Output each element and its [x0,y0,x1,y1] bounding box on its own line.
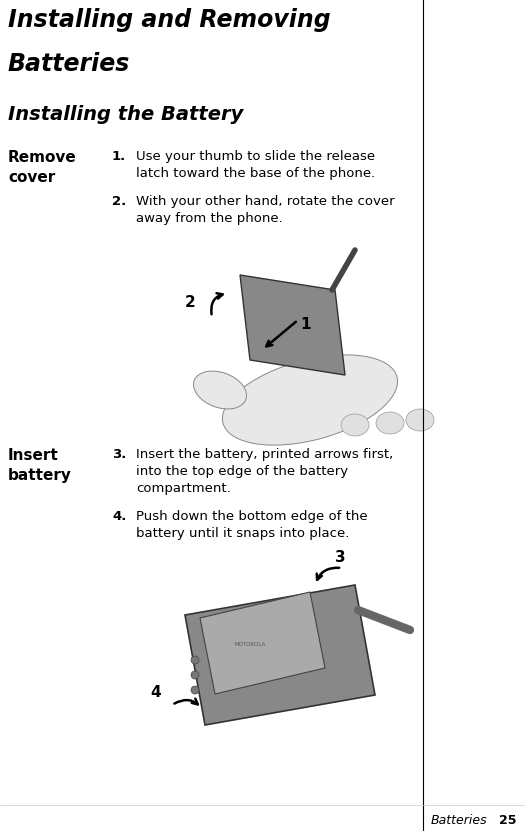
Polygon shape [240,275,345,375]
Polygon shape [200,592,325,694]
Text: Remove: Remove [8,150,77,165]
Text: Use your thumb to slide the release: Use your thumb to slide the release [136,150,375,163]
Text: 1: 1 [300,317,310,332]
Text: 3: 3 [335,550,345,565]
Circle shape [191,671,199,679]
Text: Batteries: Batteries [430,814,487,827]
Circle shape [191,686,199,694]
Text: into the top edge of the battery: into the top edge of the battery [136,465,348,478]
Text: 1.: 1. [112,150,126,163]
Ellipse shape [341,414,369,436]
Text: 2: 2 [185,295,196,310]
Text: Insert: Insert [8,448,59,463]
Text: 2.: 2. [112,195,126,208]
Text: Batteries: Batteries [8,52,130,76]
Text: compartment.: compartment. [136,482,231,495]
Text: battery: battery [8,468,72,483]
Text: Installing the Battery: Installing the Battery [8,105,244,124]
Ellipse shape [223,355,397,445]
Text: cover: cover [8,170,55,185]
Text: 4.: 4. [112,510,127,523]
Text: MOTOROLA: MOTOROLA [234,642,266,647]
Ellipse shape [194,371,247,409]
Ellipse shape [406,409,434,431]
Text: With your other hand, rotate the cover: With your other hand, rotate the cover [136,195,395,208]
Polygon shape [185,585,375,725]
Ellipse shape [376,412,404,434]
Text: Installing and Removing: Installing and Removing [8,8,331,32]
Text: Push down the bottom edge of the: Push down the bottom edge of the [136,510,368,523]
Text: 25: 25 [499,814,517,827]
Circle shape [191,656,199,664]
Text: battery until it snaps into place.: battery until it snaps into place. [136,527,349,540]
Text: away from the phone.: away from the phone. [136,212,283,225]
Text: 3.: 3. [112,448,127,461]
Text: 4: 4 [150,685,161,700]
Text: Insert the battery, printed arrows first,: Insert the battery, printed arrows first… [136,448,393,461]
Text: latch toward the base of the phone.: latch toward the base of the phone. [136,167,375,180]
